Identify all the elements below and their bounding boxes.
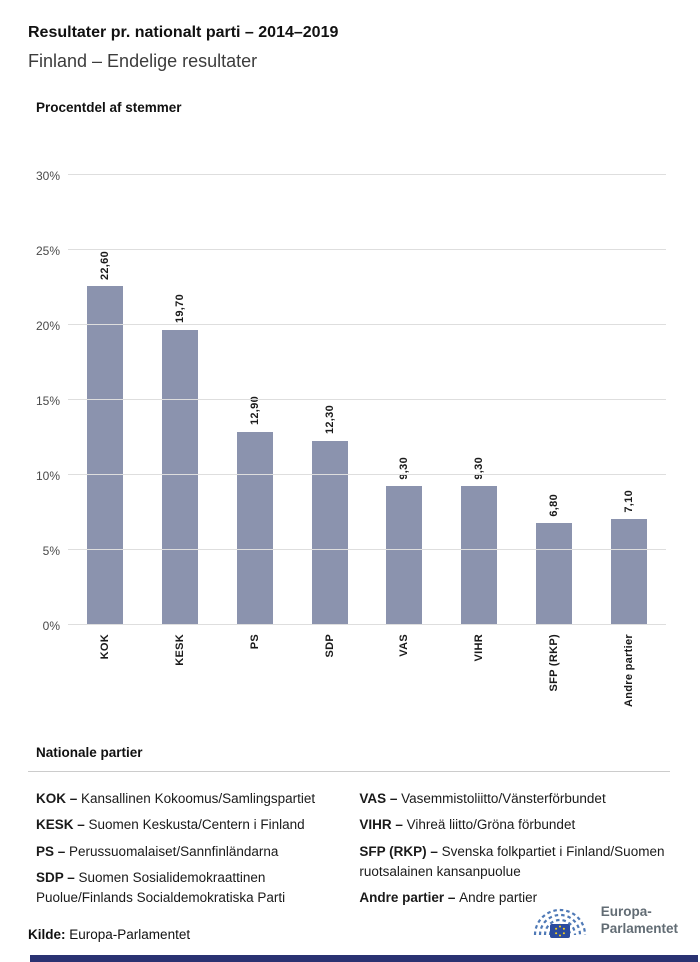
legend-entry: VIHR – Vihreä liitto/Gröna förbundet xyxy=(359,817,576,833)
x-tick-label: PS xyxy=(248,634,261,650)
x-tick-cell: KOK xyxy=(68,625,143,723)
x-tick-cell: SFP (RKP) xyxy=(517,625,592,723)
bar-column: 9,30 xyxy=(442,457,517,625)
header: Resultater pr. nationalt parti – 2014–20… xyxy=(0,0,700,72)
legend-entry: Andre partier – Andre partier xyxy=(359,890,538,905)
gridline xyxy=(68,399,666,400)
x-tick-label: VAS xyxy=(398,634,411,657)
gridline xyxy=(68,549,666,550)
y-tick-label: 15% xyxy=(35,394,60,408)
x-tick-label: KESK xyxy=(174,634,187,666)
bar-andre-partier xyxy=(610,518,647,625)
europarl-hemicycle-icon xyxy=(528,895,592,946)
gridline xyxy=(68,174,666,175)
plot-area: 22,60 19,70 12,90 12,30 9,30 9,30 6,80 7,10 xyxy=(68,174,666,625)
gridline xyxy=(68,249,666,250)
bar-value-label: 9,30 xyxy=(473,456,486,480)
bar-vas xyxy=(386,485,423,625)
gridline xyxy=(68,624,666,625)
x-tick-cell: SDP xyxy=(292,625,367,723)
bars: 22,60 19,70 12,90 12,30 9,30 9,30 6,80 7,10 xyxy=(68,175,666,625)
bar-value-label: 9,30 xyxy=(398,456,411,480)
legend-entry: KOK – Kansallinen Kokoomus/Samlingsparti… xyxy=(36,791,316,806)
bar-column: 7,10 xyxy=(591,490,666,625)
legend-entry: KESK – Suomen Keskusta/Centern i Finland xyxy=(36,817,305,833)
x-tick-cell: KESK xyxy=(143,625,218,723)
legend-column: KOK – Kansallinen Kokoomus/Samlingsparti… xyxy=(36,789,359,914)
y-tick-label: 30% xyxy=(35,169,60,183)
bar-value-label: 12,30 xyxy=(323,405,336,435)
legend-entry: VAS – Vasemmistoliitto/Vänsterförbundet xyxy=(359,791,606,806)
gridline xyxy=(68,324,666,325)
chart-title: Procentdel af stemmer xyxy=(36,100,182,115)
x-tick-label: SFP (RKP) xyxy=(547,634,560,692)
footer: Kilde: Europa-Parlamentet xyxy=(28,895,678,946)
bar-sdp xyxy=(311,440,348,625)
bar-column: 22,60 xyxy=(68,251,143,625)
bar-vihr xyxy=(461,485,498,625)
bar-column: 12,30 xyxy=(292,405,367,625)
x-tick-label: Andre partier xyxy=(622,634,635,707)
bar-column: 19,70 xyxy=(143,294,218,625)
x-tick-label: SDP xyxy=(323,634,336,658)
bar-value-label: 6,80 xyxy=(547,494,560,517)
legend-divider xyxy=(28,771,670,772)
bar-kesk xyxy=(162,329,199,625)
y-tick-label: 25% xyxy=(35,244,60,258)
bar-chart: 0% 5% 10% 15% 20% 25% 30% 22,60 19,70 12,90 12,30… xyxy=(28,169,666,633)
source-value: Europa-Parlamentet xyxy=(65,927,191,942)
logo-line-1: Europa- xyxy=(600,904,652,920)
x-tick-cell: PS xyxy=(218,625,293,723)
legend-section: Nationale partier KOK – Kansallinen Koko… xyxy=(28,745,670,914)
x-tick-cell: VIHR xyxy=(442,625,517,723)
bar-value-label: 19,70 xyxy=(174,294,187,324)
legend-column: VAS – Vasemmistoliitto/Vänsterförbundet V… xyxy=(359,789,670,914)
bar-column: 12,90 xyxy=(218,396,293,625)
bar-kok xyxy=(87,286,124,625)
legend-columns: KOK – Kansallinen Kokoomus/Samlingsparti… xyxy=(36,789,670,914)
source-note: Kilde: Europa-Parlamentet xyxy=(28,927,190,946)
bar-value-label: 22,60 xyxy=(99,250,112,280)
page-subtitle: Finland – Endelige resultater xyxy=(28,51,258,71)
x-axis: KOK KESK PS SDP VAS VIHR SFP (RKP) Andre partie… xyxy=(68,625,666,723)
legend-entry: PS – Perussuomalaiset/Sannfinländarna xyxy=(36,843,279,859)
x-tick-cell: VAS xyxy=(367,625,442,723)
bar-value-label: 7,10 xyxy=(622,489,635,513)
bar-column: 9,30 xyxy=(367,457,442,625)
bar-value-label: 12,90 xyxy=(248,396,261,426)
footer-accent-bar xyxy=(30,955,698,962)
x-tick-label: KOK xyxy=(99,634,112,660)
bar-ps xyxy=(236,431,273,625)
x-tick-cell: Andre partier xyxy=(591,625,666,723)
europarl-logo-text: Europa- Parlamentet xyxy=(601,904,678,936)
logo-line-2: Parlamentet xyxy=(600,920,678,936)
y-tick-label: 20% xyxy=(35,319,60,333)
legend-entry: SDP – Suomen Sosialidemokraattinen Puolu… xyxy=(36,869,286,905)
y-tick-label: 0% xyxy=(42,619,60,633)
europarl-logo: Europa- Parlamentet xyxy=(528,895,678,946)
page-title: Resultater pr. nationalt parti – 2014–20… xyxy=(28,24,339,41)
legend-title: Nationale partier xyxy=(36,745,143,760)
source-label: Kilde: xyxy=(28,927,66,942)
gridline xyxy=(68,474,666,475)
x-tick-label: VIHR xyxy=(473,634,486,662)
y-tick-label: 10% xyxy=(35,469,60,483)
y-axis: 0% 5% 10% 15% 20% 25% 30% xyxy=(28,169,68,633)
y-tick-label: 5% xyxy=(42,544,60,558)
bar-column: 6,80 xyxy=(517,494,592,625)
bar-sfp-rkp- xyxy=(535,523,572,625)
legend-entry: SFP (RKP) – Svenska folkpartiet i Finlan… xyxy=(359,843,665,879)
